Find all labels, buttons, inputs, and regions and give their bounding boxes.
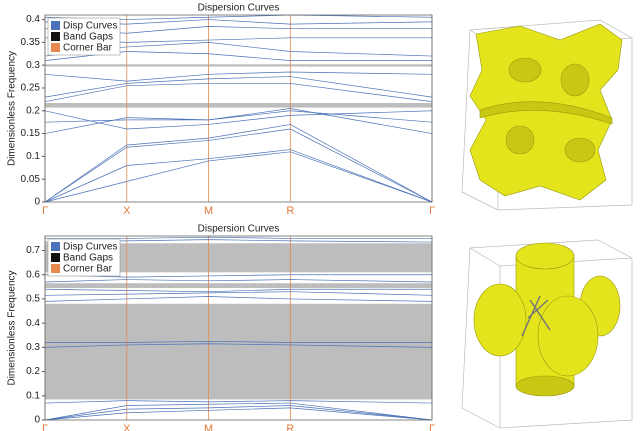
dispersion-curve: [44, 279, 433, 283]
y-tick-label: 0.7: [26, 245, 40, 256]
dispersion-chart: Dispersion Curves Dimensionless Frequency…: [7, 3, 435, 217]
y-tick-label: 0: [34, 415, 40, 426]
y-tick-label: 0.4: [26, 318, 40, 329]
cell-wireframe: [461, 239, 633, 429]
dispersion-curve: [44, 343, 433, 348]
dispersion-curve: [45, 236, 432, 239]
unit-cell-render-bottom: [461, 239, 633, 429]
x-tick-label: M: [204, 423, 213, 431]
gyroid-ridge: [479, 101, 613, 125]
y-axis-label: Dimensionless Frequency: [7, 51, 18, 166]
x-tick-label: R: [286, 423, 294, 431]
legend-swatch: [51, 21, 60, 30]
dispersion-curve: [44, 296, 433, 302]
lattice-struts: [521, 295, 551, 337]
chart-title: Dispersion Curves: [198, 224, 280, 235]
y-tick-label: 0.3: [26, 60, 40, 71]
cylinder-cap: [515, 375, 575, 397]
unit-cell-render-top: [461, 19, 633, 211]
dispersion-curve: [44, 405, 433, 421]
dispersion-curve: [44, 83, 433, 103]
x-tick-label: X: [123, 205, 131, 217]
dispersion-curve: [44, 124, 433, 203]
plot-frame: [44, 14, 433, 203]
dispersion-curve: [44, 110, 433, 130]
legend-label: Disp Curves: [63, 21, 117, 32]
side-cylinder: [473, 283, 527, 357]
dispersion-curve: [44, 71, 433, 82]
legend-swatch: [51, 32, 60, 41]
x-tick-label: Γ: [42, 423, 48, 431]
legend-swatch: [51, 264, 60, 273]
x-tick-label: Γ: [42, 205, 48, 217]
dispersion-curve: [44, 400, 433, 404]
cell-edge: [469, 247, 501, 267]
dispersion-curve: [44, 149, 433, 203]
y-tick-label: 0.1: [26, 151, 40, 162]
front-cylinder: [537, 295, 599, 377]
legend-label: Corner Bar: [63, 43, 113, 54]
x-tick-label: M: [204, 205, 213, 217]
gyroid-hole: [560, 63, 590, 97]
band-gap: [45, 103, 432, 108]
y-tick-label: 0.2: [26, 105, 40, 116]
dispersion-curve: [44, 291, 433, 296]
legend-label: Disp Curves: [63, 242, 117, 253]
y-tick-label: 0.25: [21, 83, 41, 94]
y-tick-label: 0.1: [26, 390, 40, 401]
dispersion-curve: [44, 274, 432, 278]
y-tick-label: 0.05: [21, 174, 41, 185]
y-tick-label: 0.5: [26, 294, 40, 305]
cell-wireframe: [461, 19, 633, 211]
x-tick-label: R: [286, 205, 294, 217]
y-tick-label: 0: [34, 197, 40, 208]
x-tick-label: X: [123, 423, 131, 431]
y-tick-label: 0.15: [21, 128, 41, 139]
y-tick-label: 0.2: [26, 366, 40, 377]
band-gap: [45, 283, 432, 289]
x-tick-label: Γ: [429, 205, 435, 217]
dispersion-curve: [44, 110, 433, 123]
legend-label: Band Gaps: [63, 253, 113, 264]
gyroid-hole: [505, 125, 535, 155]
dispersion-curve: [44, 76, 433, 98]
dispersion-curve: [44, 402, 433, 421]
y-tick-label: 0.35: [21, 37, 41, 48]
chart-title: Dispersion Curves: [198, 3, 280, 14]
legend-swatch: [51, 242, 60, 251]
dispersion-curve: [44, 407, 433, 421]
y-tick-label: 0.4: [26, 14, 40, 25]
y-tick-label: 0.6: [26, 269, 40, 280]
legend-swatch: [51, 43, 60, 52]
dispersion-chart: Dispersion Curves Dimensionless Frequency…: [7, 224, 435, 431]
dispersion-curve: [45, 340, 432, 343]
gyroid-hole: [564, 137, 596, 163]
x-tick-label: Γ: [429, 423, 435, 431]
plot-frame: [44, 235, 433, 421]
dispersion-curve: [44, 288, 432, 293]
y-axis-label: Dimensionless Frequency: [7, 270, 18, 385]
legend-swatch: [51, 253, 60, 262]
gyroid-hole: [508, 57, 542, 83]
band-gap: [45, 64, 432, 67]
y-tick-label: 0.3: [26, 342, 40, 353]
legend-label: Corner Bar: [63, 264, 113, 275]
dispersion-curve: [44, 151, 433, 203]
band-gap: [45, 303, 432, 400]
dispersion-curve: [44, 128, 433, 203]
cylinder-cap: [515, 242, 575, 270]
legend-label: Band Gaps: [63, 32, 113, 43]
